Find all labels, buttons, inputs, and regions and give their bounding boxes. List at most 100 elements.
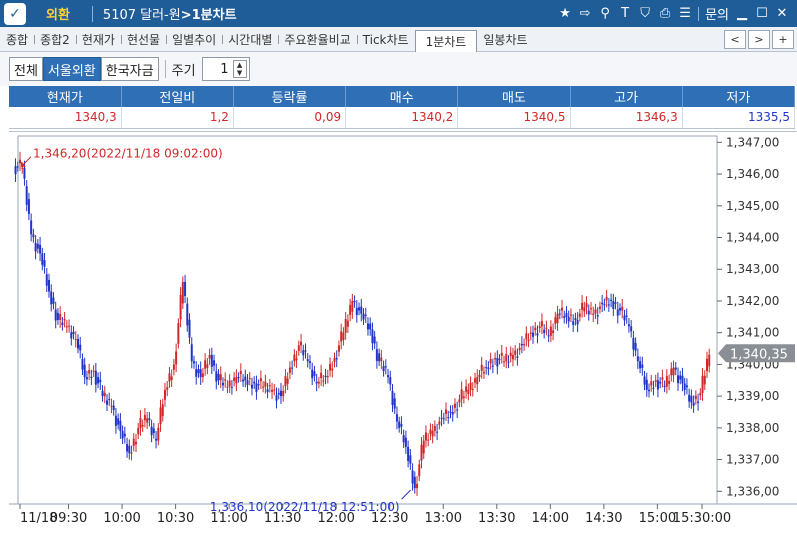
candle-body [126,444,129,452]
candle-body [358,307,361,311]
export-icon[interactable]: ⇨ [579,6,591,21]
tab-summary[interactable]: 종합 [6,32,29,47]
chart-area[interactable]: 1,347,00 1,346,00 1,345,00 1,344,00 1,343,00… [9,131,797,533]
candle-body [331,368,334,371]
tab-prev-button[interactable]: < [724,30,746,49]
tab-daily-chart[interactable]: 일봉차트 [483,32,528,47]
candle-body [85,377,88,380]
candle-body [583,307,586,312]
candle-body [458,399,461,403]
candle-body [132,438,135,446]
candle-body [567,316,570,322]
tab-daily-trend[interactable]: 일별추이 [166,27,222,52]
spinner-icon[interactable]: ▲ ▼ [232,60,247,78]
candle-body [449,411,452,413]
candle-body [543,329,546,334]
candle-body [703,375,706,385]
header-change-rate: 등락률 [233,86,347,107]
period-stepper[interactable]: 1 ▲ ▼ [201,57,250,81]
candle-body [549,326,552,336]
candle-body [532,332,535,337]
candle-body [422,440,425,454]
tab-spot-futures[interactable]: 현선물 [120,27,166,52]
value-change-rate: 0,09 [233,107,347,129]
candle-body [677,375,680,384]
filter-seoul-fx-button[interactable]: 서울외환 [42,57,101,81]
x-tick-label: 09:30 [50,511,87,526]
close-icon[interactable]: ✕ [776,6,788,21]
candle-body [114,415,117,426]
shield-icon[interactable]: ⛉ [640,6,650,21]
tab-current-price[interactable]: 현재가 [75,27,121,52]
candle-body [523,344,526,346]
candle-body [366,323,369,330]
candle-body [433,425,436,432]
price-chart[interactable]: 1,347,00 1,346,00 1,345,00 1,344,00 1,343,00… [9,132,797,534]
tab-1min-chart[interactable]: 1분차트 [414,29,478,52]
candle-body [362,313,365,320]
tab-add-button[interactable]: + [772,30,794,49]
list-icon[interactable]: ☰ [679,6,691,21]
y-tick-label: 1,342,00 [726,294,779,308]
tab-summary2[interactable]: 종합2 [34,27,76,52]
candle-body [614,302,617,304]
maximize-icon[interactable]: ☐ [756,6,768,21]
link-icon[interactable]: ⚲ [600,6,610,21]
candle-body [139,417,142,428]
star-icon[interactable]: ★ [559,6,571,21]
candle-body [416,483,419,489]
inquiry-button[interactable]: 문의 [705,8,729,23]
candle-body [445,409,448,414]
candle-body [228,380,231,387]
candle-body [529,332,532,334]
candle-body [534,327,537,331]
candle-body [242,379,245,382]
tab-next-button[interactable]: > [748,30,770,49]
candle-body [257,384,260,386]
value-ask: 1340,5 [457,107,571,129]
candle-body [621,306,624,311]
tab-time-period[interactable]: 시간대별 [222,27,278,52]
candle-body [150,426,153,436]
period-label: 주기 [171,63,196,79]
candle-body [130,452,133,454]
candle-body [43,260,46,267]
filter-all-button[interactable]: 전체 [9,57,43,81]
candle-body [438,421,441,425]
candle-body [190,344,193,362]
tab-exchange-compare[interactable]: 주요환율비교 [278,27,356,52]
candle-body [391,391,394,406]
print-icon[interactable]: ⎙ [659,6,671,21]
candle-body [476,377,479,385]
candle-body [188,319,191,338]
candle-body [630,326,633,332]
app-name: 외환 [46,8,70,23]
candle-body [99,379,102,383]
candle-body [262,386,265,388]
candle-body [402,435,405,443]
y-tick-label: 1,336,00 [726,484,779,498]
candle-body [123,433,126,437]
x-tick-label: 10:00 [103,511,140,526]
candle-body [619,308,622,311]
filter-korea-money-button[interactable]: 한국자금 [100,57,159,81]
candle-body [659,381,662,384]
y-tick-label: 1,347,00 [726,135,779,149]
candle-body [590,308,593,310]
candle-body [645,379,648,390]
candle-body [360,306,363,314]
candle-body [697,401,700,403]
candle-body [681,375,684,384]
candle-body [161,404,164,417]
candle-body [277,392,280,395]
tab-tick-chart[interactable]: Tick차트 [356,27,415,52]
candle-body [184,281,187,297]
minimize-icon[interactable]: ▁ [737,6,747,21]
candle-body [585,303,588,308]
candle-body [652,387,655,389]
candle-body [302,350,305,356]
candle-body [293,354,296,362]
text-icon[interactable]: T [621,6,630,21]
candle-body [101,390,104,397]
candle-body [215,371,218,382]
